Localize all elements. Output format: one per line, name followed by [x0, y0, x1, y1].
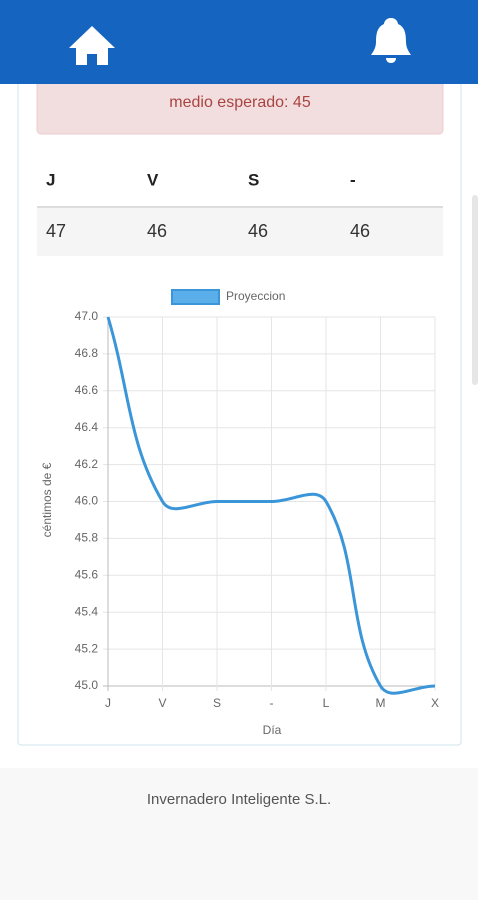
legend-swatch — [171, 289, 220, 305]
table-header-cell: - — [350, 170, 356, 189]
table-header-cell: S — [248, 170, 259, 189]
x-axis-label: Día — [263, 723, 282, 737]
footer-text: Invernadero Inteligente S.L. — [147, 791, 331, 808]
y-tick-label: 45.0 — [75, 678, 99, 692]
y-tick-label: 45.4 — [75, 604, 99, 618]
y-tick-label: 46.4 — [75, 420, 99, 434]
home-button[interactable] — [69, 26, 115, 65]
table-header-cell: V — [147, 170, 159, 189]
table-cell: 46 — [350, 221, 370, 241]
y-tick-label: 46.2 — [75, 457, 99, 471]
x-tick-label: S — [213, 696, 221, 710]
y-tick-label: 46.8 — [75, 346, 99, 360]
table-cell: 46 — [147, 221, 167, 241]
bell-icon[interactable] — [371, 18, 411, 63]
table-cell: 46 — [248, 221, 268, 241]
line-series — [106, 316, 436, 695]
y-tick-label: 46.6 — [75, 383, 99, 397]
y-tick-label: 45.2 — [75, 641, 99, 655]
x-tick-label: M — [376, 696, 386, 710]
notifications-button[interactable] — [371, 18, 411, 63]
x-tick-label: V — [158, 696, 166, 710]
x-tick-label: L — [323, 696, 330, 710]
table-row-bg — [37, 208, 443, 256]
y-tick-label: 47.0 — [75, 309, 99, 323]
y-tick-label: 45.6 — [75, 567, 99, 581]
y-tick-label: 46.0 — [75, 494, 99, 508]
legend-label: Proyeccion — [226, 289, 285, 303]
y-tick-label: 45.8 — [75, 531, 99, 545]
x-tick-label: X — [431, 696, 439, 710]
footer — [0, 768, 478, 900]
y-axis-label: céntimos de € — [40, 462, 54, 537]
table-cell: 47 — [46, 221, 66, 241]
scroll-indicator — [472, 195, 478, 385]
table-header-cell: J — [46, 170, 55, 189]
header — [0, 0, 478, 84]
x-tick-label: J — [105, 696, 111, 710]
alert-text: medio esperado: 45 — [169, 94, 311, 111]
home-icon[interactable] — [69, 26, 115, 65]
x-tick-label: - — [270, 696, 274, 710]
